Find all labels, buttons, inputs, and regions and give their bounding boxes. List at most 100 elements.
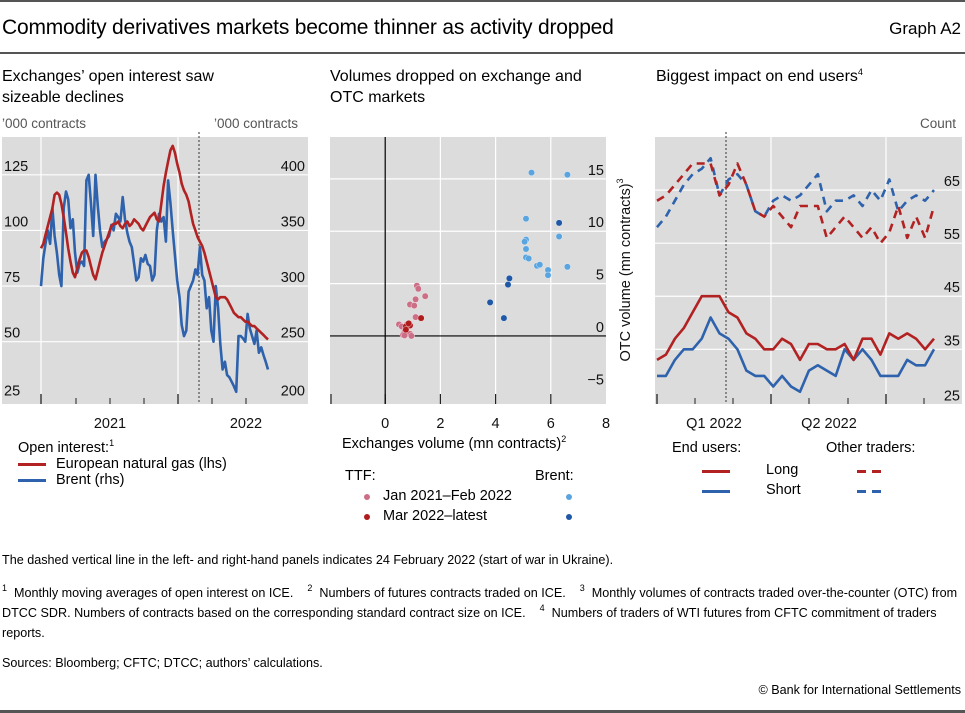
brent-pre-war-point [563,171,571,179]
legend-swatch-blue-line [18,478,46,482]
right-plot-area [655,137,962,404]
copyright: © Bank for International Settlements [758,683,962,697]
middle-xtick-label: 4 [492,416,500,432]
left-ytick-lhs: 100 [4,214,28,230]
end-users-short-line [657,316,936,394]
ttf-pre-war-point [412,295,420,303]
title-rule [0,52,965,54]
ttf-pre-war-point [401,331,408,339]
left-ytick-lhs: 75 [4,270,20,286]
middle-panel-title-line1: Volumes dropped on exchange and [330,68,582,85]
ttf-pre-war-point [414,285,422,293]
brent-post-war-point [504,281,512,289]
brent-pre-war-point [555,233,563,240]
right-ytick-label: 45 [944,280,960,296]
left-ytick-lhs: 25 [4,383,20,399]
ttf-post-war-point [402,326,410,334]
legend-row-post-war: Mar 2022–latest [345,508,585,528]
footnotes: 1 Monthly moving averages of open intere… [2,583,958,641]
legend-dot-brent-pre [566,494,572,500]
ttf-pre-war-point [407,332,415,340]
legend-dot-ttf-post [364,514,370,520]
sources: Sources: Bloomberg; CFTC; DTCC; authors’… [2,656,323,670]
legend-swatch-long-solid [702,470,730,473]
legend-other-traders-heading: Other traders: [826,440,916,456]
right-panel-title-text: Biggest impact on end users [656,68,858,85]
ttf-post-war-point [417,314,425,322]
brent-pre-war-point [525,255,533,262]
middle-panel-title-line2: OTC markets [330,89,426,106]
middle-ylabel: OTC volume (mn contracts)3 [615,178,634,361]
ttf-post-war-point [405,319,413,327]
other-traders-long-line [656,162,936,245]
legend-brent-heading: Brent: [535,468,574,484]
middle-xtick-label: 0 [381,416,389,432]
right-chart: 25 35 45 55 65 Q1 2022 Q2 2022 [655,132,962,432]
brent-post-war-point [555,219,563,227]
legend-row-pre-war: Jan 2021–Feb 2022 [345,488,585,508]
right-legend: End users: Other traders: Long Short [672,440,962,502]
middle-ytick-label: 0 [596,320,604,336]
right-panel-title: Biggest impact on end users4 [656,66,863,87]
left-panel-title-line1: Exchanges’ open interest saw [2,68,214,85]
brent-pre-war-point [521,238,529,246]
brent-pre-war-point [522,215,530,223]
brent-post-war-point [505,274,513,282]
bottom-rule [0,710,965,713]
ttf-pre-war-point [421,292,429,300]
legend-swatch-short-dashed [857,490,885,493]
right-unit: Count [920,116,957,131]
middle-plot-area [330,137,606,404]
legend-swatch-red-line [18,462,46,466]
left-xtick-label: 2022 [230,416,262,432]
right-ytick-label: 25 [944,388,960,404]
brent-pre-war-point [522,245,530,253]
middle-legend: TTF: Brent: Jan 2021–Feb 2022 Mar 2022–l… [345,468,585,528]
left-ytick-rhs: 350 [281,214,305,230]
legend-row-long: Long [672,462,962,482]
left-ytick-rhs: 250 [281,326,305,342]
legend-row-short: Short [672,482,962,502]
legend-dot-ttf-pre [364,494,370,500]
graph-title: Commodity derivatives markets become thi… [2,16,614,39]
brent-post-war-point [500,314,508,322]
dashed-line-note: The dashed vertical line in the left- an… [2,553,614,567]
left-ytick-rhs: 200 [281,383,305,399]
legend-ttf-heading: TTF: [345,468,376,484]
left-legend-heading: Open interest:1 [18,438,115,457]
left-ytick-lhs: 125 [4,159,28,175]
middle-xlabel: Exchanges volume (mn contracts)2 [342,434,567,453]
left-ytick-rhs: 300 [281,270,305,286]
graph-id: Graph A2 [889,19,961,38]
left-ytick-rhs: 400 [281,159,305,175]
middle-ytick-label: −5 [587,372,604,388]
legend-item-brent: Brent (rhs) [18,472,227,488]
middle-ytick-label: 15 [588,163,604,179]
right-ytick-label: 55 [944,227,960,243]
legend-dot-brent-post [566,514,572,520]
middle-ylabel-note: 3 [615,178,625,183]
brent-pre-war-point [536,261,544,269]
left-chart: 25 50 75 100 125 200 250 300 350 400 2021 2022 [2,132,308,432]
middle-panel-title: Volumes dropped on exchange and OTC mark… [330,66,582,108]
top-rule [0,0,965,2]
end-users-long-line [656,294,935,362]
right-ytick-label: 35 [944,333,960,349]
gas-open-interest-line [39,144,269,341]
left-panel-title: Exchanges’ open interest saw sizeable de… [2,66,214,108]
middle-xtick-label: 6 [547,416,555,432]
legend-end-users-heading: End users: [672,440,742,456]
middle-ytick-label: 10 [588,215,604,231]
legend-swatch-short-solid [702,490,730,493]
other-traders-short-line [656,156,935,229]
right-ytick-label: 65 [944,174,960,190]
ttf-pre-war-point [410,302,418,310]
right-xtick-label: Q1 2022 [686,416,742,432]
right-title-note: 4 [857,67,863,77]
legend-item-gas: European natural gas (lhs) [18,456,227,472]
legend-swatch-long-dashed [857,470,885,473]
left-panel-title-line2: sizeable declines [2,89,124,106]
left-unit-rhs: ’000 contracts [214,116,299,131]
middle-chart: −5 0 5 10 15 0 2 4 6 8 OTC volume (mn contracts)3 [330,137,634,432]
middle-xtick-label: 2 [436,416,444,432]
